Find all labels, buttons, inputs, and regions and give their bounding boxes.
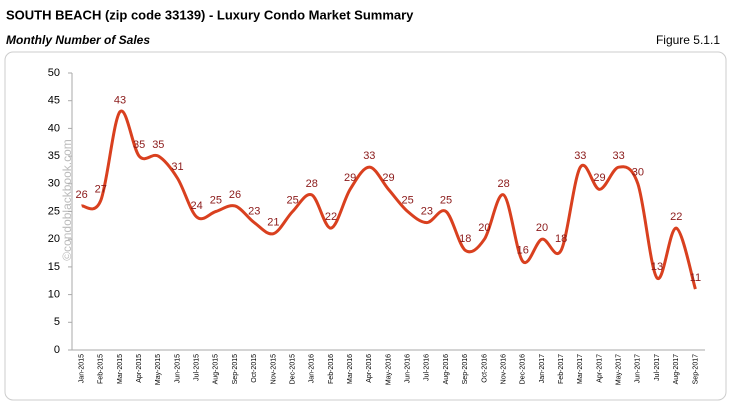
x-tick-label: Dec-2015	[289, 354, 296, 384]
y-tick-label: 5	[54, 316, 60, 328]
data-label: 33	[574, 150, 586, 162]
x-tick-label: Jul-2017	[654, 354, 661, 381]
y-tick-label: 10	[48, 289, 60, 301]
data-label: 22	[670, 211, 682, 223]
data-label: 23	[248, 205, 260, 217]
data-label: 43	[114, 95, 126, 107]
x-tick-label: Jun-2015	[174, 354, 181, 383]
y-tick-label: 0	[54, 344, 60, 356]
x-tick-label: Oct-2015	[251, 354, 258, 383]
x-tick-label: Jan-2017	[539, 354, 546, 383]
y-tick-label: 35	[48, 150, 60, 162]
x-tick-label: Sep-2015	[232, 354, 239, 384]
data-label: 25	[402, 194, 414, 206]
data-label: 33	[613, 150, 625, 162]
data-label: 31	[171, 161, 183, 173]
data-label: 20	[536, 222, 548, 234]
chart-subtitle: Monthly Number of Sales	[6, 33, 150, 47]
x-tick-label: Aug-2017	[673, 354, 680, 384]
watermark: ©condoblackbook.com	[60, 139, 74, 261]
x-tick-label: Aug-2016	[443, 354, 450, 384]
y-tick-label: 40	[48, 122, 60, 134]
y-tick-label: 50	[48, 67, 60, 79]
y-tick-label: 25	[48, 205, 60, 217]
data-label: 25	[440, 194, 452, 206]
data-label: 22	[325, 211, 337, 223]
x-tick-label: Sep-2016	[462, 354, 469, 384]
data-label: 23	[421, 205, 433, 217]
data-label: 29	[593, 172, 605, 184]
x-tick-label: Apr-2015	[136, 354, 143, 383]
x-tick-label: Jul-2015	[194, 354, 201, 381]
x-tick-label: Apr-2016	[366, 354, 373, 383]
data-label: 21	[267, 217, 279, 229]
data-label: 35	[133, 139, 145, 151]
data-label: 28	[306, 178, 318, 190]
data-label: 26	[75, 189, 87, 201]
x-tick-label: Jun-2017	[635, 354, 642, 383]
x-tick-label: May-2016	[385, 354, 392, 385]
x-tick-label: Nov-2016	[500, 354, 507, 384]
data-label: 29	[344, 172, 356, 184]
data-label: 24	[191, 200, 203, 212]
data-label: 25	[210, 194, 222, 206]
x-tick-label: Jan-2015	[78, 354, 85, 383]
data-label: 18	[459, 233, 471, 245]
figure-number: Figure 5.1.1	[656, 33, 720, 47]
data-label: 33	[363, 150, 375, 162]
data-label: 29	[382, 172, 394, 184]
x-tick-label: Jul-2016	[424, 354, 431, 381]
data-label: 26	[229, 189, 241, 201]
data-label: 28	[497, 178, 509, 190]
x-tick-label: May-2017	[616, 354, 623, 385]
x-tick-label: Oct-2016	[481, 354, 488, 383]
data-label: 13	[651, 261, 663, 273]
x-tick-label: Feb-2015	[98, 354, 105, 384]
x-tick-label: Aug-2015	[213, 354, 220, 384]
data-label: 16	[517, 244, 529, 256]
x-tick-label: Nov-2015	[270, 354, 277, 384]
data-label: 30	[632, 167, 644, 179]
data-label: 27	[95, 183, 107, 195]
x-tick-label: Mar-2017	[577, 354, 584, 384]
y-tick-label: 15	[48, 261, 60, 273]
x-tick-label: Dec-2016	[520, 354, 527, 384]
chart-frame	[4, 51, 727, 401]
x-tick-label: Sep-2017	[692, 354, 699, 384]
x-tick-label: Jan-2016	[309, 354, 316, 383]
data-label: 25	[286, 194, 298, 206]
line	[81, 109, 697, 290]
data-label: 18	[555, 233, 567, 245]
x-tick-label: Mar-2015	[117, 354, 124, 384]
data-label: 11	[690, 272, 701, 284]
x-tick-label: Feb-2016	[328, 354, 335, 384]
y-tick-label: 30	[48, 178, 60, 190]
y-tick-label: 45	[48, 95, 60, 107]
x-tick-label: Mar-2016	[347, 354, 354, 384]
x-tick-label: Feb-2017	[558, 354, 565, 384]
chart-title: SOUTH BEACH (zip code 33139) - Luxury Co…	[6, 7, 414, 22]
x-tick-label: Apr-2017	[596, 354, 603, 383]
data-label: 20	[478, 222, 490, 234]
y-tick-label: 20	[48, 233, 60, 245]
x-tick-label: May-2015	[155, 354, 162, 385]
x-tick-label: Jun-2016	[405, 354, 412, 383]
data-label: 35	[152, 139, 164, 151]
